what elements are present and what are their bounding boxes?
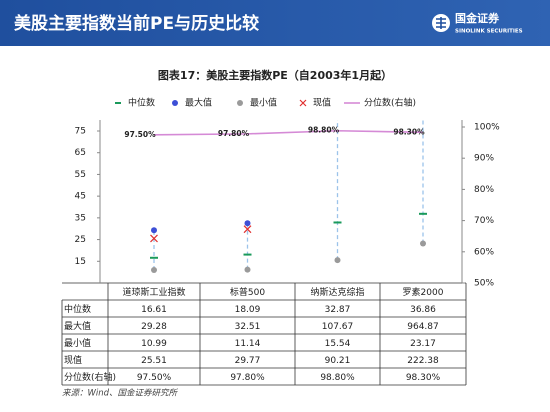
plot-area: [150, 120, 427, 273]
chart-title: 图表17：美股主要指数PE（自2003年1月起）: [158, 68, 392, 82]
header-title: 美股主要指数当前PE与历史比较: [14, 13, 259, 34]
logo-cn: 国金证券: [455, 11, 500, 25]
table-cell: 18.09: [235, 305, 261, 315]
source: 来源：Wind、国金证券研究所: [62, 388, 179, 399]
data-label: 97.80%: [218, 129, 250, 138]
row-label: 现值: [64, 354, 82, 366]
table-cell: 36.86: [410, 305, 436, 315]
table-cell: 15.54: [325, 339, 351, 349]
dot-mark: [151, 227, 157, 234]
table-cell: 32.87: [325, 305, 351, 315]
legend-label: 最小值: [250, 97, 277, 109]
category-label: 道琼斯工业指数: [122, 286, 185, 298]
current-mark: [243, 225, 252, 234]
y2-tick-label: 100%: [474, 123, 500, 133]
dot-mark: [244, 220, 251, 227]
row-label: 最大值: [64, 320, 91, 332]
header-band: [0, 0, 550, 46]
table-cell: 107.67: [322, 322, 354, 332]
row-label: 最小值: [64, 337, 91, 349]
table-cell: 11.14: [235, 339, 261, 349]
y2-tick-label: 80%: [474, 185, 494, 195]
table-cell: 32.51: [235, 322, 261, 332]
table-cell: 90.21: [325, 356, 351, 366]
y2-tick-label: 90%: [474, 154, 494, 164]
y2-tick-label: 50%: [474, 279, 494, 289]
data-table: 道琼斯工业指数 标普500 纳斯达克综指 罗素2000 中位数 16.61 18.09 32.…: [61, 282, 467, 386]
y-tick-label: 25: [75, 235, 86, 245]
logo-glyph: [436, 17, 446, 29]
table-cell: 222.38: [407, 356, 439, 366]
plot: 97.50% 97.80% 98.80% 98.30%: [124, 120, 427, 273]
table-cell: 97.50%: [137, 373, 172, 383]
dot-mark: [334, 257, 341, 264]
y-tick-label: 65: [75, 148, 86, 158]
legend-swatch: [237, 100, 243, 106]
percentile-line: [153, 129, 424, 136]
legend-label: 最大值: [185, 97, 212, 109]
dot-mark: [244, 266, 251, 273]
legend-label: 现值: [313, 97, 331, 109]
table-cell: 964.87: [407, 322, 439, 332]
table-cell: 25.51: [141, 356, 167, 366]
category-label: 罗素2000: [403, 286, 444, 298]
legend-swatch: [299, 99, 307, 107]
category-label: 标普500: [230, 286, 265, 298]
logo-en: SINOLINK SECURITIES: [455, 29, 523, 35]
table-cell: 16.61: [141, 305, 167, 315]
y-tick-label: 75: [75, 127, 86, 137]
dot-mark: [151, 266, 157, 273]
table-cell: 97.80%: [230, 373, 265, 383]
y-tick-label: 55: [75, 170, 86, 180]
table-cell: 29.77: [235, 356, 261, 366]
table-cell: 29.28: [141, 322, 167, 332]
table-cell: 98.30%: [406, 373, 441, 383]
legend-swatch: [172, 100, 178, 106]
data-label: 97.50%: [124, 130, 156, 139]
row-label: 中位数: [64, 303, 91, 315]
legend-label: 分位数(右轴): [364, 97, 416, 109]
category-label: 纳斯达克综指: [310, 286, 364, 298]
dot-mark: [420, 240, 426, 247]
table-cell: 98.80%: [320, 373, 355, 383]
y-tick-label: 15: [75, 257, 86, 267]
data-label: 98.80%: [308, 126, 340, 135]
table-cell: 23.17: [410, 339, 436, 349]
y2-tick-label: 70%: [474, 216, 494, 226]
y-tick-label: 45: [75, 192, 86, 202]
y-tick-label: 35: [75, 213, 86, 223]
table-cell: 10.99: [141, 339, 167, 349]
data-label: 98.30%: [393, 127, 425, 136]
current-mark: [150, 234, 158, 243]
legend-label: 中位数: [128, 97, 155, 109]
y2-tick-label: 60%: [474, 247, 494, 257]
row-label: 分位数(右轴): [64, 371, 116, 383]
